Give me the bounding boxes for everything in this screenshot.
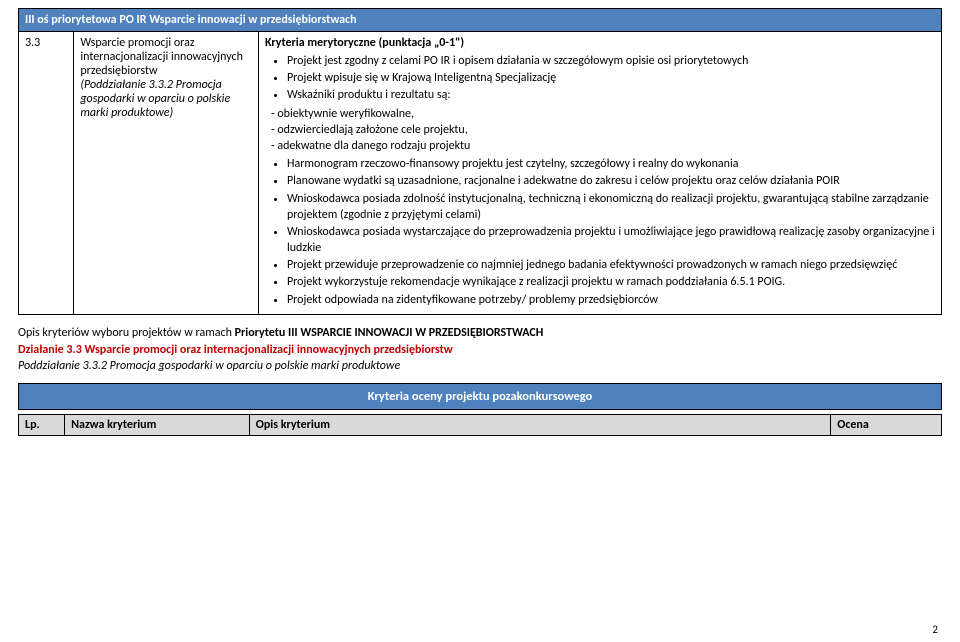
bullet-item: Wskaźniki produktu i rezultatu są: [287,87,935,103]
page-number: 2 [932,623,938,636]
col-header-desc: Opis kryterium [249,415,831,436]
bullets-bottom: Harmonogram rzeczowo-finansowy projektu … [265,156,935,308]
bullet-item: Wnioskodawca posiada wystarczające do pr… [287,224,935,256]
dash-item: - adekwatne dla danego rodzaju projektu [265,138,935,154]
section-line1a: Opis kryteriów wyboru projektów w ramach [18,326,235,340]
bullet-item: Planowane wydatki są uzasadnione, racjon… [287,173,935,189]
section-line3: Poddziałanie 3.3.2 Promocja gospodarki w… [18,359,400,373]
criteria-header-table: Lp. Nazwa kryterium Opis kryterium Ocena [18,414,942,436]
table-header: III oś priorytetowa PO IR Wsparcie innow… [19,9,942,32]
criteria-bar: Kryteria oceny projektu pozakonkursowego [18,383,942,410]
dash-item: - odzwierciedlają założone cele projektu… [265,122,935,138]
bullets-top: Projekt jest zgodny z celami PO IR i opi… [265,53,935,104]
row-number: 3.3 [19,32,74,315]
bullet-item: Projekt odpowiada na zidentyfikowane pot… [287,292,935,308]
section-line1b: Priorytetu III WSPARCIE INNOWACJI W PRZE… [235,326,544,340]
left-description-cell: Wsparcie promocji oraz internacjonalizac… [74,32,259,315]
bullet-item: Projekt przewiduje przeprowadzenie co na… [287,257,935,273]
bullet-item: Projekt jest zgodny z celami PO IR i opi… [287,53,935,69]
dash-item: - obiektywnie weryfikowalne, [265,106,935,122]
measure-title: Wsparcie promocji oraz internacjonalizac… [80,36,252,78]
main-table: III oś priorytetowa PO IR Wsparcie innow… [18,8,942,315]
bullet-item: Projekt wykorzystuje rekomendacje wynika… [287,274,935,290]
bullet-item: Harmonogram rzeczowo-finansowy projektu … [287,156,935,172]
criteria-cell: Kryteria merytoryczne (punktacja „0-1") … [258,32,941,315]
bullet-item: Projekt wpisuje się w Krajową Inteligent… [287,70,935,86]
section-line2: Działanie 3.3 Wsparcie promocji oraz int… [18,343,453,357]
col-header-lp: Lp. [19,415,65,436]
section-description: Opis kryteriów wyboru projektów w ramach… [18,325,942,375]
col-header-score: Ocena [831,415,942,436]
bullet-item: Wnioskodawca posiada zdolność instytucjo… [287,191,935,223]
submeasure: (Poddziałanie 3.3.2 Promocja gospodarki … [80,78,252,120]
criteria-label: Kryteria merytoryczne (punktacja „0-1") [265,36,935,50]
col-header-name: Nazwa kryterium [65,415,250,436]
